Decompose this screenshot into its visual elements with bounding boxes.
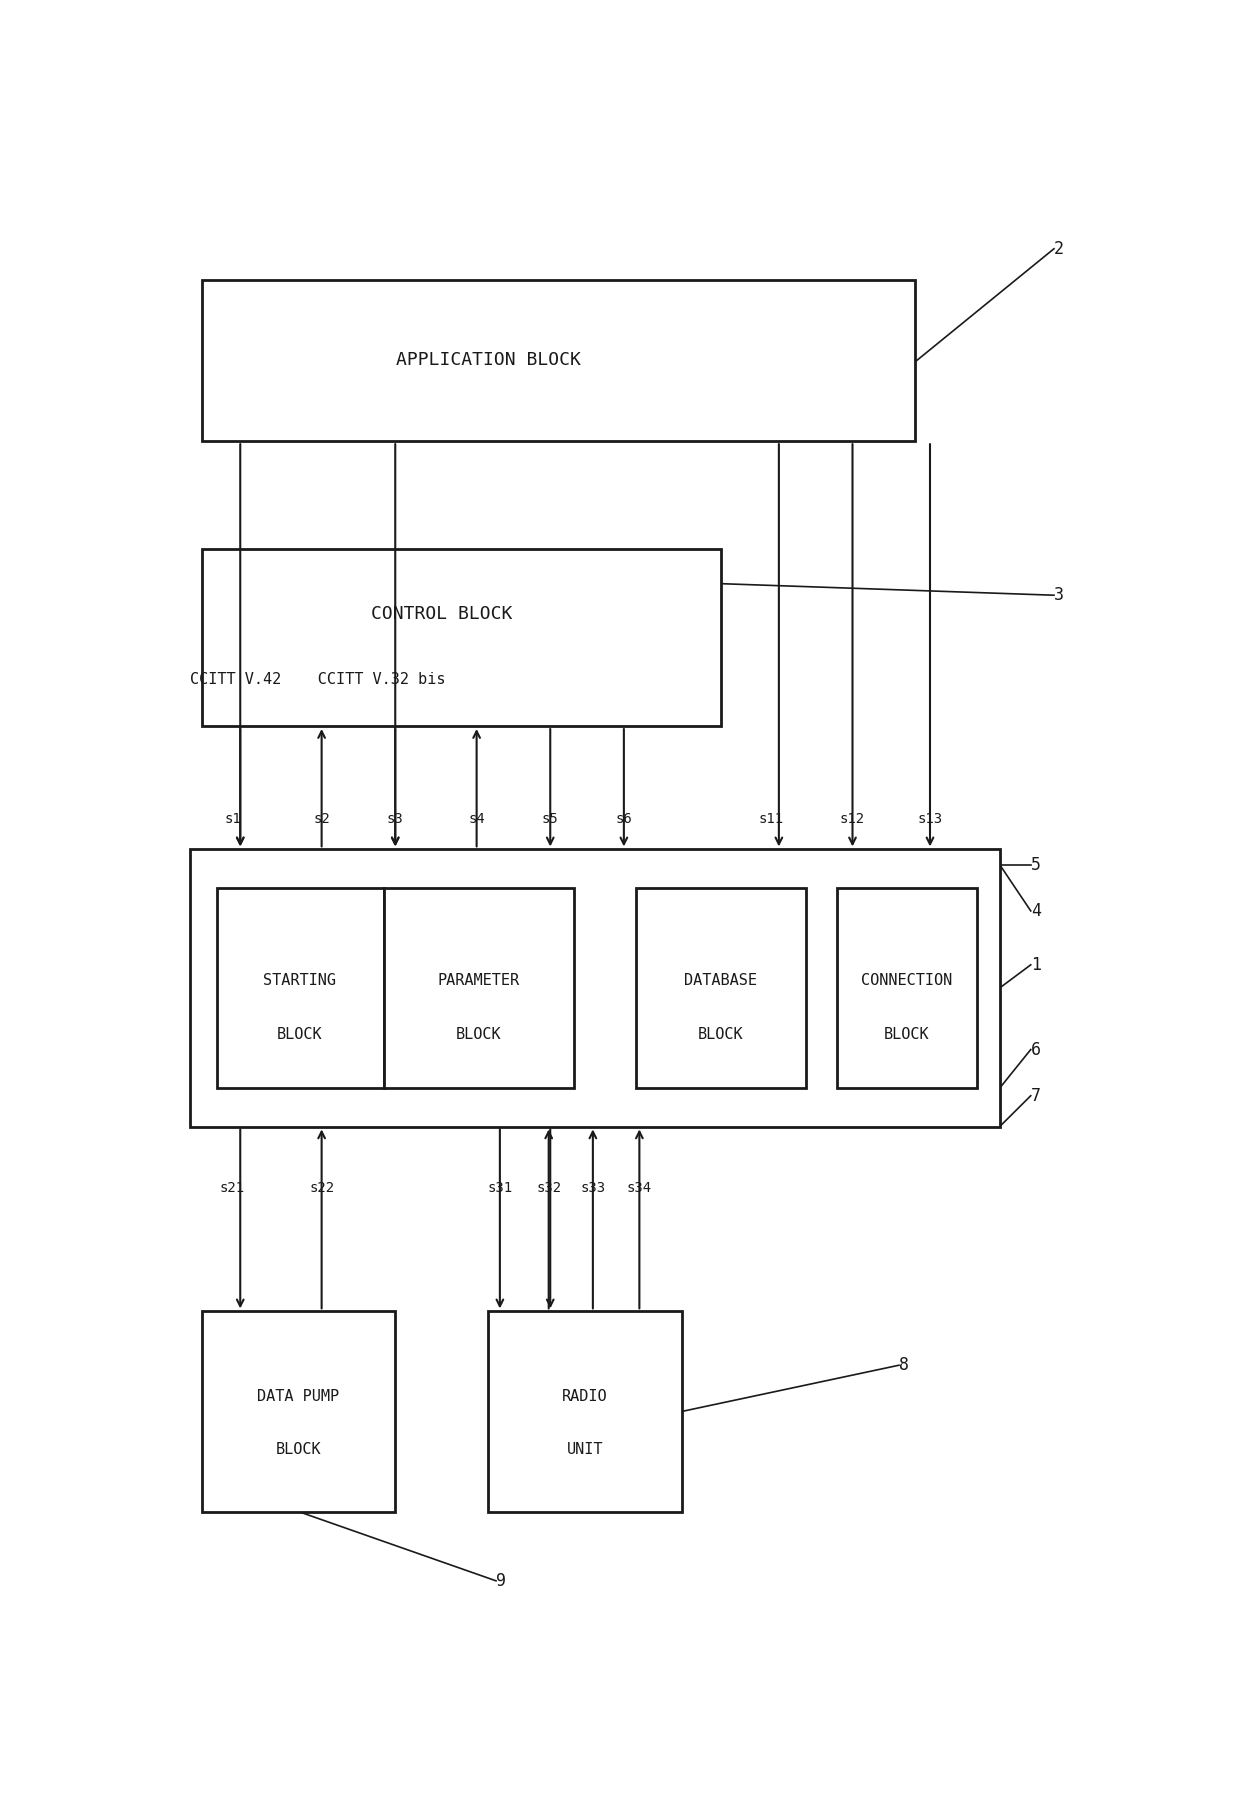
Bar (837, 888, 977, 1088)
Text: 7: 7 (1030, 1086, 1040, 1104)
Text: s3: s3 (387, 812, 404, 826)
Bar (383, 888, 573, 1088)
Text: s21: s21 (219, 1180, 246, 1195)
Bar (201, 548, 720, 726)
Text: 2: 2 (1054, 240, 1064, 258)
Text: s12: s12 (839, 812, 866, 826)
Text: s5: s5 (542, 812, 559, 826)
Text: APPLICATION BLOCK: APPLICATION BLOCK (396, 350, 580, 369)
Text: 5: 5 (1030, 855, 1040, 873)
Text: 6: 6 (1030, 1041, 1040, 1059)
Text: 1: 1 (1030, 955, 1040, 973)
Text: CONTROL BLOCK: CONTROL BLOCK (371, 605, 512, 623)
Text: CONNECTION: CONNECTION (861, 973, 952, 988)
Text: s31: s31 (487, 1180, 512, 1195)
Bar (489, 1311, 682, 1511)
Text: s32: s32 (536, 1180, 562, 1195)
Text: s1: s1 (224, 812, 241, 826)
Text: s34: s34 (626, 1180, 652, 1195)
Text: 8: 8 (899, 1357, 909, 1375)
Text: RADIO: RADIO (562, 1389, 608, 1404)
Text: UNIT: UNIT (567, 1442, 604, 1458)
Text: BLOCK: BLOCK (884, 1026, 930, 1042)
Text: BLOCK: BLOCK (456, 1026, 502, 1042)
Text: PARAMETER: PARAMETER (438, 973, 520, 988)
Text: s13: s13 (918, 812, 942, 826)
Text: BLOCK: BLOCK (698, 1026, 744, 1042)
Bar (190, 850, 999, 1126)
Text: s2: s2 (314, 812, 330, 826)
Text: 4: 4 (1030, 903, 1040, 921)
Text: CCITT V.42    CCITT V.32 bis: CCITT V.42 CCITT V.32 bis (190, 672, 445, 688)
Text: s6: s6 (615, 812, 632, 826)
Bar (217, 888, 383, 1088)
Text: DATABASE: DATABASE (684, 973, 758, 988)
Text: 9: 9 (496, 1573, 506, 1589)
Text: s33: s33 (580, 1180, 605, 1195)
Text: s11: s11 (759, 812, 784, 826)
Text: BLOCK: BLOCK (277, 1026, 322, 1042)
Text: DATA PUMP: DATA PUMP (258, 1389, 340, 1404)
Bar (201, 280, 915, 441)
Bar (201, 1311, 396, 1511)
Text: 3: 3 (1054, 587, 1064, 605)
Text: s4: s4 (469, 812, 485, 826)
Text: STARTING: STARTING (263, 973, 336, 988)
Text: s22: s22 (309, 1180, 335, 1195)
Text: BLOCK: BLOCK (275, 1442, 321, 1458)
Bar (635, 888, 806, 1088)
